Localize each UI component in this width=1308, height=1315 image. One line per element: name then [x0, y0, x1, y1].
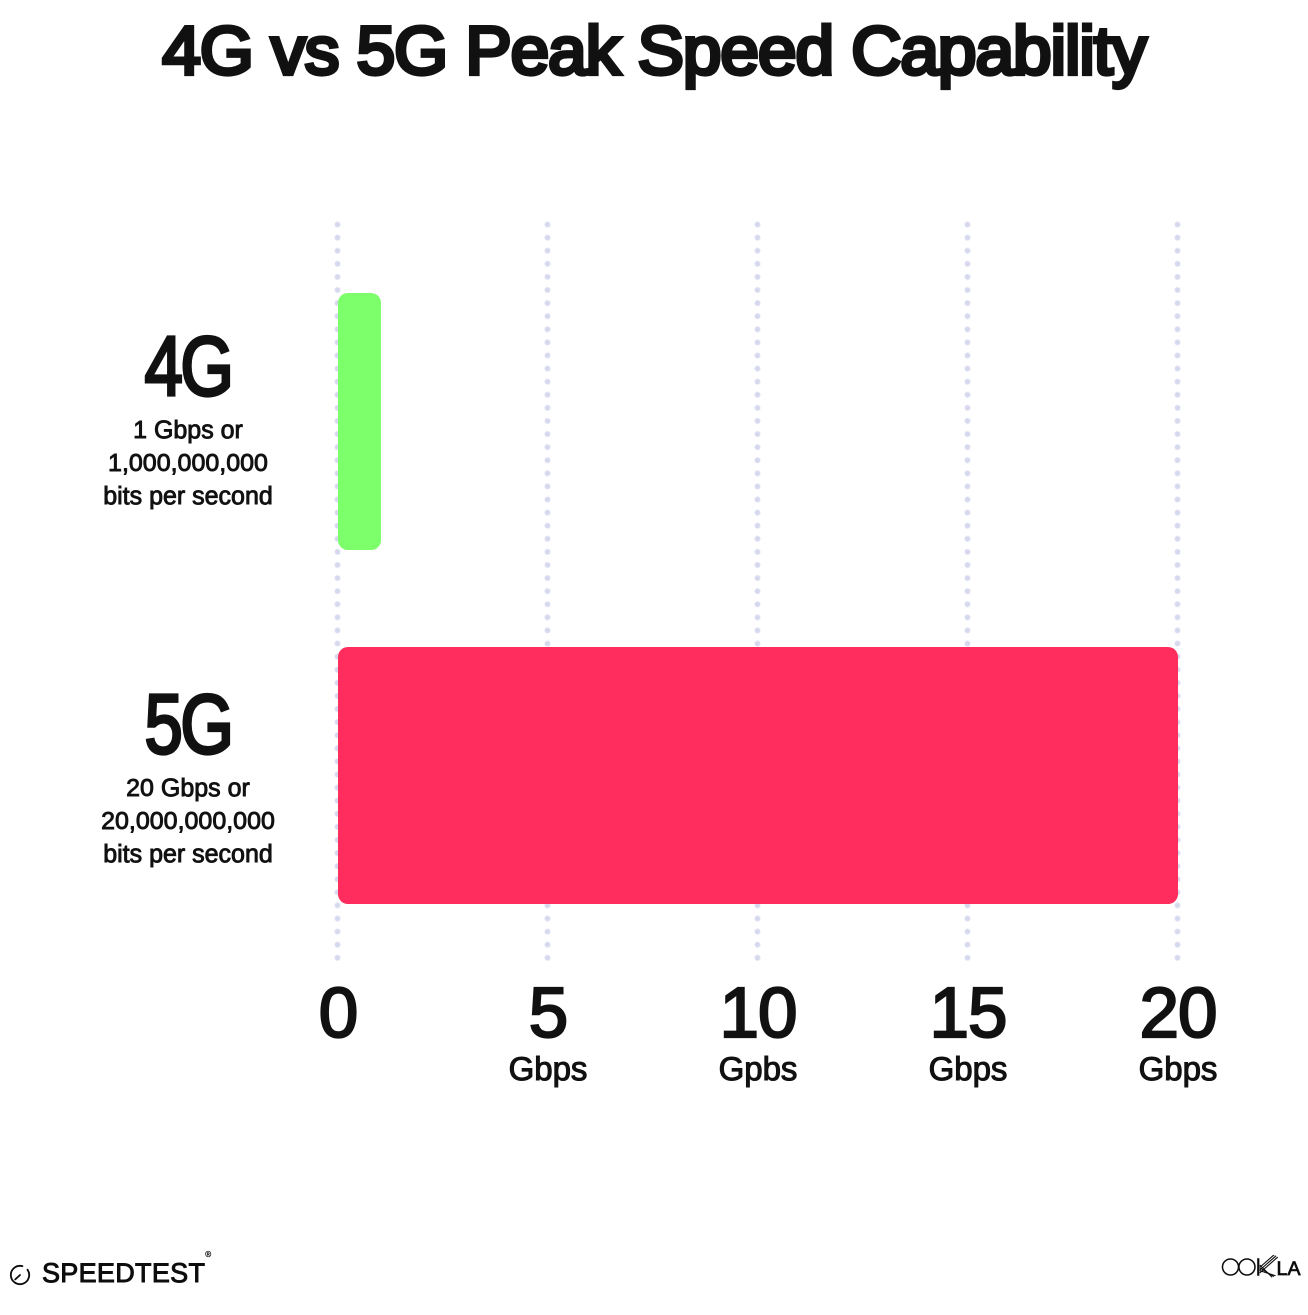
svg-text:LA: LA	[1277, 1258, 1302, 1279]
